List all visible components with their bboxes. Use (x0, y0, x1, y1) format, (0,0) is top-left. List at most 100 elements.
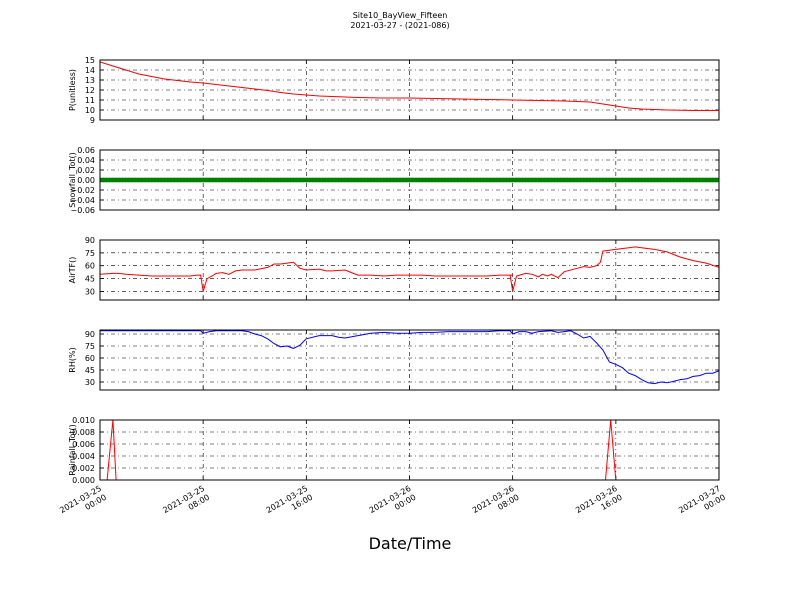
data-point (481, 177, 486, 183)
data-point (636, 177, 641, 183)
data-point (655, 177, 660, 183)
data-point (684, 177, 689, 183)
data-point (326, 177, 332, 183)
data-point (152, 177, 158, 183)
data-point (458, 177, 464, 183)
data-point (681, 177, 686, 183)
data-point (529, 177, 535, 183)
data-point (333, 177, 338, 183)
y-tick-label: 60 (85, 354, 95, 363)
y-tick-label: 0.002 (72, 464, 95, 473)
data-point (120, 177, 125, 183)
data-point (639, 177, 644, 183)
data-point (703, 177, 709, 183)
data-point (571, 177, 577, 183)
data-point (713, 177, 718, 183)
x-tick-label: 2021-03-2508:00 (161, 484, 211, 524)
data-point (191, 177, 196, 183)
data-point (616, 177, 622, 183)
data-point (229, 177, 235, 183)
data-point (484, 177, 490, 183)
data-point (707, 177, 712, 183)
y-tick-label: 75 (85, 249, 95, 258)
series-group (100, 330, 719, 385)
data-point (687, 177, 693, 183)
figure-title: Site10_BayView_Fifteen (352, 11, 448, 20)
data-point (375, 177, 380, 183)
data-point (394, 177, 399, 183)
data-point (504, 177, 509, 183)
series-line (100, 61, 719, 111)
panel-frame (99, 149, 720, 211)
data-point (665, 177, 670, 183)
data-point (558, 177, 564, 183)
data-point (339, 177, 344, 183)
series-line (100, 420, 719, 480)
data-point (578, 177, 583, 183)
data-point (478, 177, 483, 183)
data-point (304, 177, 309, 183)
data-point (307, 177, 312, 183)
x-tick-label: 2021-03-2600:00 (368, 484, 418, 524)
data-point (155, 177, 161, 183)
data-point (342, 177, 348, 183)
data-point (197, 177, 203, 183)
data-point (317, 177, 322, 183)
data-point (520, 177, 525, 183)
data-point (294, 177, 299, 183)
y-tick-label: 30 (85, 287, 95, 296)
x-tick-label: 2021-03-2608:00 (471, 484, 521, 524)
data-point (220, 177, 225, 183)
y-tick-label: 10 (85, 106, 95, 115)
data-point (146, 177, 151, 183)
y-tick-label: 13 (85, 76, 95, 85)
data-point (649, 177, 654, 183)
data-point (168, 177, 174, 183)
y-tick-label: 11 (85, 96, 95, 105)
data-point (136, 177, 141, 183)
data-point (694, 177, 699, 183)
data-point (381, 177, 386, 183)
data-point (507, 177, 512, 183)
series-group (100, 61, 719, 111)
y-tick-label: 0.00 (77, 176, 95, 185)
y-tick-label: 14 (85, 66, 95, 75)
data-point (552, 177, 557, 183)
panel-frame (99, 59, 720, 121)
data-point (175, 177, 180, 183)
data-point (297, 177, 303, 183)
data-point (542, 177, 548, 183)
data-point (336, 177, 341, 183)
x-axis-label: Date/Time (368, 534, 452, 553)
y-tick-label: 0.04 (77, 156, 95, 165)
data-point (416, 177, 422, 183)
data-point (387, 177, 393, 183)
data-point (246, 177, 251, 183)
data-point (117, 177, 122, 183)
data-point (497, 177, 502, 183)
data-point (313, 177, 319, 183)
data-point (516, 177, 522, 183)
data-point (184, 177, 190, 183)
data-point (368, 177, 374, 183)
data-point (378, 177, 383, 183)
data-point (110, 177, 116, 183)
data-point (629, 177, 635, 183)
data-point (533, 177, 538, 183)
panel-frame (99, 329, 720, 391)
data-point (658, 177, 664, 183)
panel-5: 0.000 0.002 0.004 0.006 0.008 0.010Rainfall_T… (68, 416, 720, 485)
y-tick-label: 0.06 (77, 146, 95, 155)
data-point (700, 177, 706, 183)
data-point (397, 177, 403, 183)
data-point (275, 177, 280, 183)
data-point (678, 177, 683, 183)
data-point (410, 177, 415, 183)
y-tick-label: 15 (85, 56, 95, 65)
data-point (123, 177, 128, 183)
data-point (210, 177, 216, 183)
data-point (291, 177, 296, 183)
y-tick-label: 30 (85, 378, 95, 387)
data-point (510, 177, 515, 183)
